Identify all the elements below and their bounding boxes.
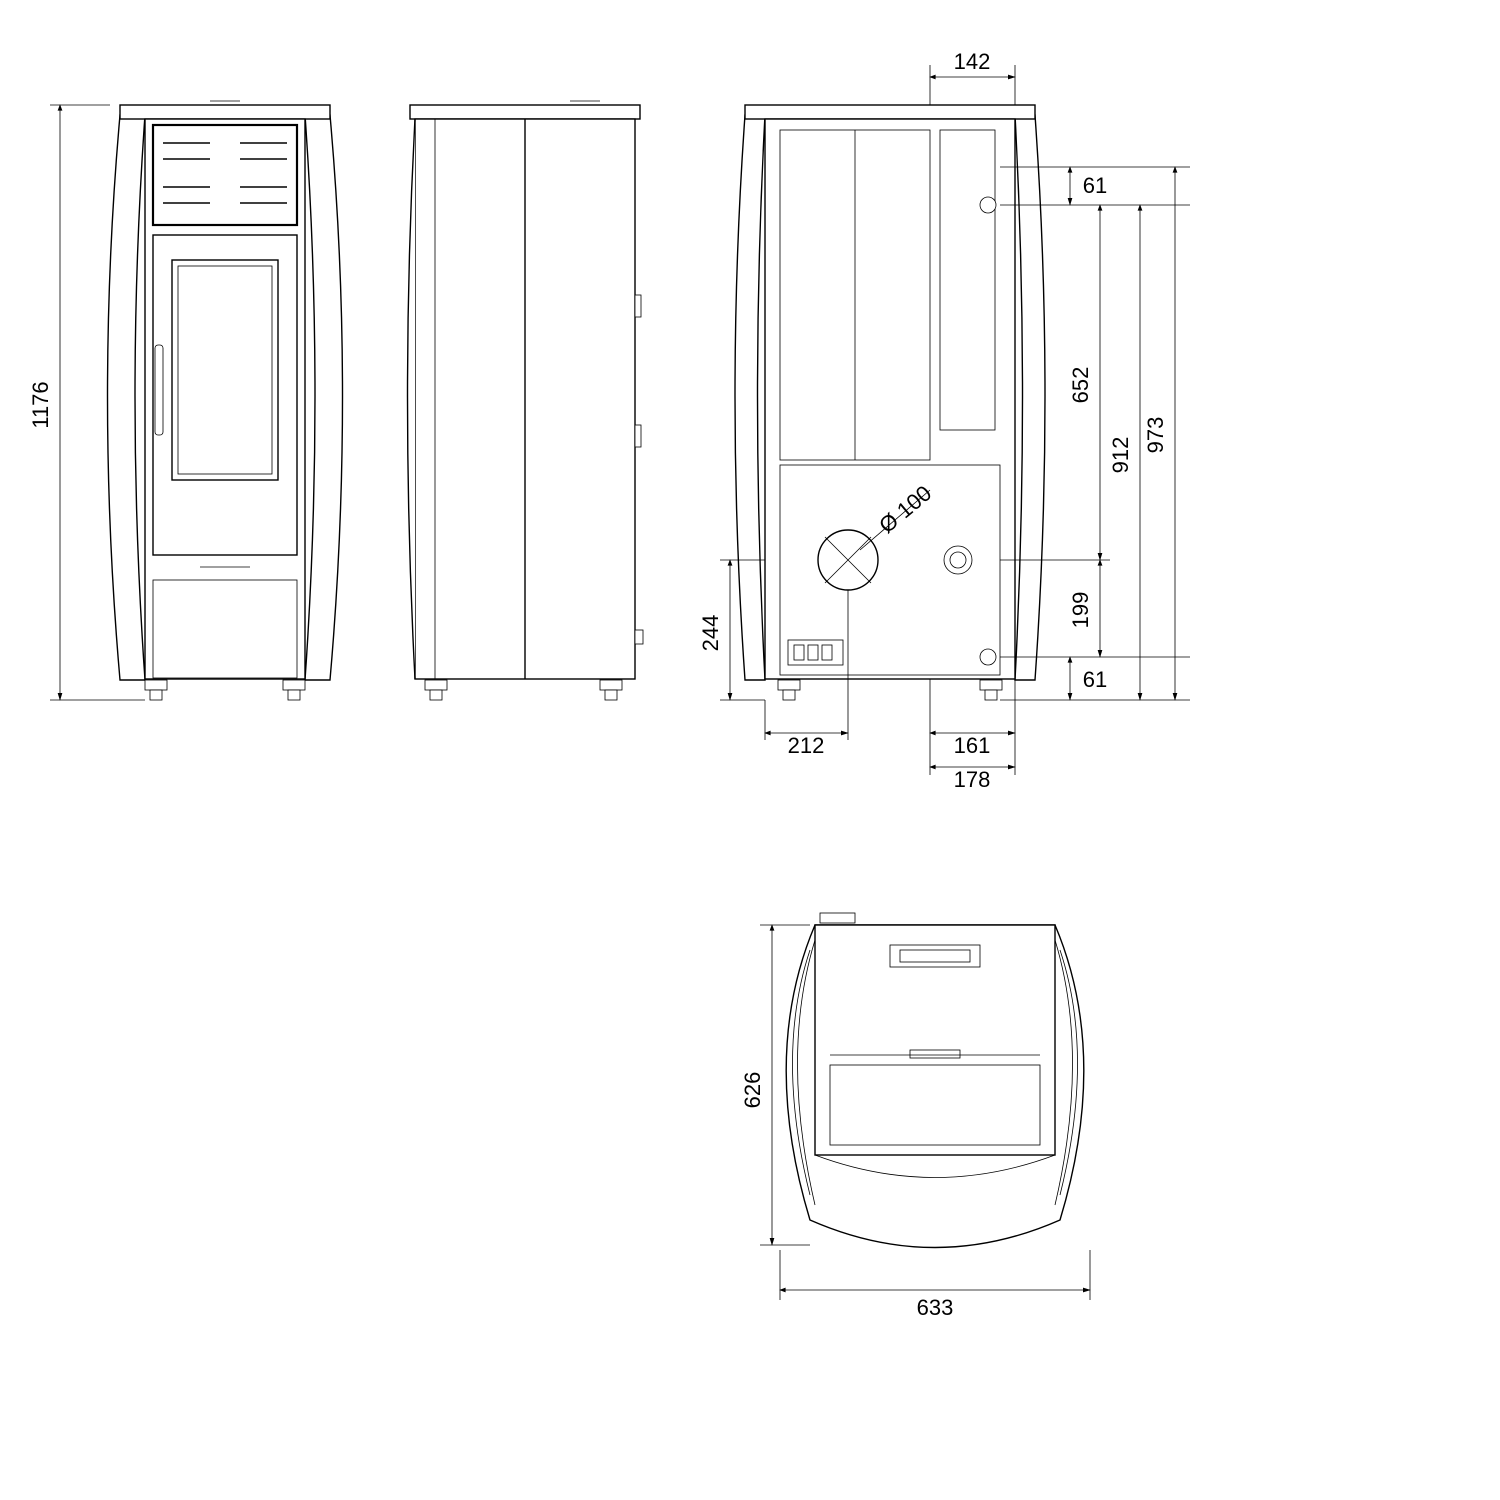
dim-61b: 61 — [1083, 667, 1107, 692]
dim-652: 652 — [1068, 367, 1093, 404]
dim-912: 912 — [1108, 437, 1133, 474]
dim-244: 244 — [698, 615, 723, 652]
feet — [145, 680, 305, 700]
rear-view: Ø 100 142 61 652 199 61 912 973 244 — [698, 49, 1190, 792]
dim-178: 178 — [954, 767, 991, 792]
dim-142: 142 — [954, 49, 991, 74]
technical-drawing: 1176 Ø 100 14 — [0, 0, 1500, 1500]
dim-212: 212 — [788, 733, 825, 758]
dim-626: 626 — [740, 1072, 765, 1109]
side-view — [408, 101, 644, 700]
dim-633: 633 — [917, 1295, 954, 1320]
dim-height: 1176 — [28, 381, 53, 428]
dim-161: 161 — [954, 733, 991, 758]
front-view: 1176 — [28, 101, 343, 700]
dim-61a: 61 — [1083, 173, 1107, 198]
dim-199: 199 — [1068, 592, 1093, 629]
plan-view: 626 633 — [740, 913, 1090, 1320]
dim-973: 973 — [1143, 417, 1168, 454]
